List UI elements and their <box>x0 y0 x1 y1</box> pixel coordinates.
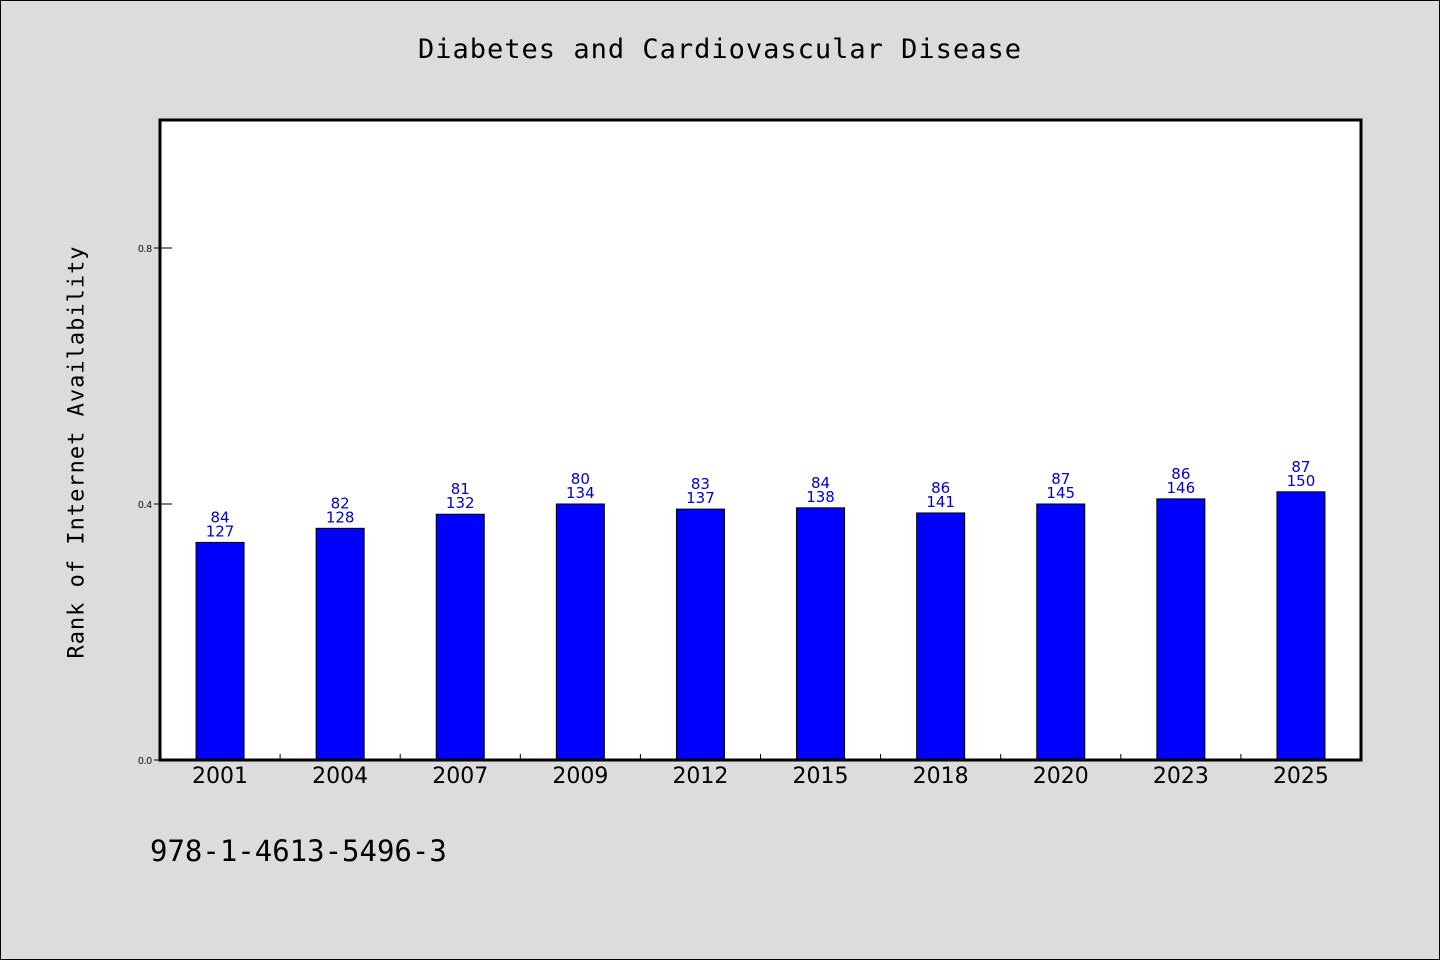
x-category-label: 2009 <box>552 764 608 789</box>
bar <box>1276 491 1326 761</box>
x-category-label: 2007 <box>432 764 488 789</box>
x-category-label: 2001 <box>192 764 248 789</box>
x-category-label: 2004 <box>312 764 368 789</box>
x-category-label: 2020 <box>1033 764 1089 789</box>
x-category-label: 2023 <box>1153 764 1209 789</box>
data-label-top: 82 <box>331 494 350 512</box>
bar <box>796 507 846 761</box>
data-label-bottom: 145 <box>1046 484 1075 502</box>
bar <box>315 527 365 761</box>
data-label-bottom: 150 <box>1287 472 1316 490</box>
data-label-top: 86 <box>931 479 950 497</box>
y-tick-label: 0.4 <box>138 500 152 511</box>
x-category-label: 2015 <box>793 764 849 789</box>
data-label-top: 84 <box>811 474 830 492</box>
bar <box>916 512 966 761</box>
plot-border <box>158 118 1363 762</box>
chart-title: Diabetes and Cardiovascular Disease <box>418 34 1022 65</box>
data-label-top: 83 <box>691 475 710 493</box>
data-label-bottom: 127 <box>206 522 235 540</box>
data-label-bottom: 134 <box>566 484 595 502</box>
data-label-bottom: 132 <box>446 494 475 512</box>
x-category-label: 2025 <box>1273 764 1329 789</box>
data-label-top: 87 <box>1291 458 1310 476</box>
data-label-top: 87 <box>1051 470 1070 488</box>
data-label-bottom: 146 <box>1167 479 1196 497</box>
data-label-bottom: 138 <box>806 488 835 506</box>
bar <box>1156 498 1206 761</box>
bar <box>435 513 485 761</box>
data-label-top: 80 <box>571 470 590 488</box>
data-label-bottom: 141 <box>926 493 955 511</box>
x-category-label: 2012 <box>672 764 728 789</box>
y-tick-label: 0.8 <box>138 244 152 255</box>
data-label-top: 86 <box>1171 465 1190 483</box>
bar <box>1036 503 1086 761</box>
bar <box>555 503 605 761</box>
footnote-isbn: 978-1-4613-5496-3 <box>150 834 447 868</box>
data-label-bottom: 128 <box>326 508 355 526</box>
bar <box>195 541 245 761</box>
x-category-label: 2018 <box>913 764 969 789</box>
data-label-top: 81 <box>451 480 470 498</box>
bar <box>675 508 725 761</box>
data-label-bottom: 137 <box>686 489 715 507</box>
data-label-top: 84 <box>211 508 230 526</box>
y-tick-label: 0.0 <box>138 756 152 767</box>
